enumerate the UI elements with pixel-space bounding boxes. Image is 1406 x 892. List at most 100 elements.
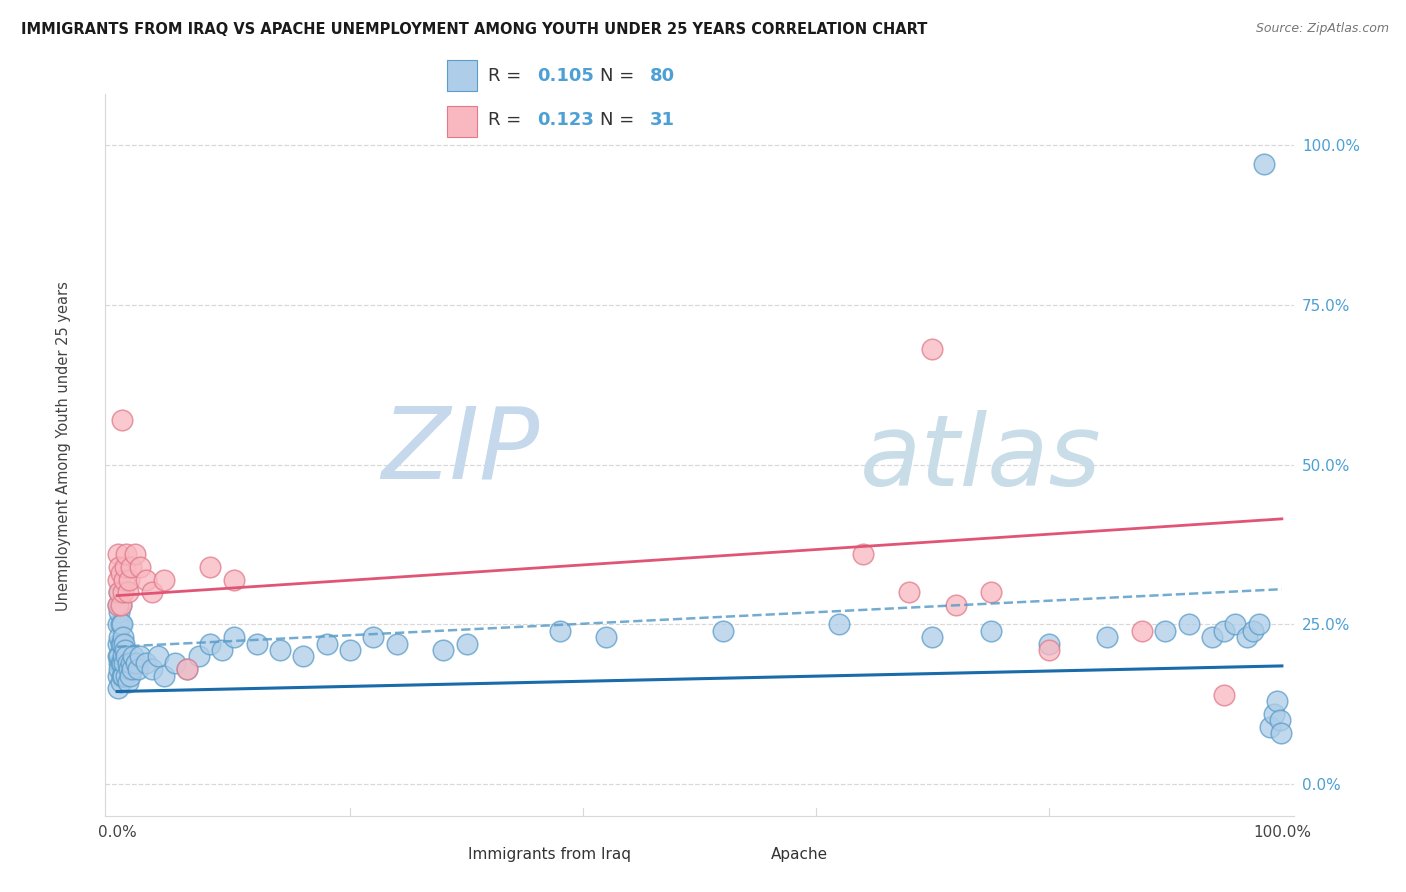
Point: [107, 649, 129, 664]
Point: [117, 656, 139, 670]
Point: [135, 573, 157, 587]
Point: [363, 630, 385, 644]
Point: [107, 598, 129, 612]
Point: [1177, 617, 1199, 632]
Point: [112, 573, 135, 587]
Point: [111, 649, 134, 664]
Text: IMMIGRANTS FROM IRAQ VS APACHE UNEMPLOYMENT AMONG YOUTH UNDER 25 YEARS CORRELATI: IMMIGRANTS FROM IRAQ VS APACHE UNEMPLOYM…: [21, 22, 928, 37]
Point: [1263, 706, 1285, 721]
Point: [176, 662, 198, 676]
Point: [114, 643, 136, 657]
Point: [595, 630, 617, 644]
Text: N =: N =: [600, 67, 640, 85]
Point: [112, 636, 135, 650]
Point: [1201, 630, 1223, 644]
Point: [107, 547, 129, 561]
Point: [385, 636, 408, 650]
Point: [110, 636, 132, 650]
Point: [1236, 630, 1258, 644]
Point: [187, 649, 209, 664]
Point: [115, 668, 138, 682]
Text: N =: N =: [600, 111, 640, 128]
Point: [108, 662, 131, 676]
Point: [1241, 624, 1264, 638]
Point: [1247, 617, 1270, 632]
Point: [921, 343, 943, 357]
Bar: [447, 106, 477, 137]
Point: [129, 559, 152, 574]
Point: [1095, 630, 1118, 644]
Point: [135, 656, 157, 670]
Point: [107, 617, 129, 632]
Point: [118, 662, 141, 676]
Point: [921, 630, 943, 644]
Point: [456, 636, 478, 650]
Point: [898, 585, 921, 599]
Point: [129, 649, 152, 664]
Point: [108, 630, 131, 644]
Point: [146, 649, 169, 664]
Point: [1038, 636, 1060, 650]
Point: [110, 566, 132, 581]
Point: [110, 598, 132, 612]
Point: [1212, 624, 1234, 638]
Point: [111, 668, 134, 682]
Point: [111, 636, 134, 650]
Point: [108, 605, 131, 619]
Point: [945, 598, 967, 612]
Point: [152, 668, 174, 682]
Point: [124, 547, 146, 561]
Point: [200, 636, 222, 650]
Text: ZIP: ZIP: [381, 403, 538, 500]
Point: [980, 585, 1002, 599]
Point: [165, 656, 187, 670]
Point: [1265, 694, 1288, 708]
Point: [1154, 624, 1177, 638]
Point: [269, 643, 291, 657]
Point: [118, 668, 141, 682]
Point: [108, 585, 131, 599]
Text: Unemployment Among Youth under 25 years: Unemployment Among Youth under 25 years: [56, 281, 70, 611]
Point: [107, 681, 129, 696]
Point: [127, 662, 149, 676]
Point: [110, 656, 132, 670]
Point: [980, 624, 1002, 638]
Point: [111, 630, 134, 644]
Text: Source: ZipAtlas.com: Source: ZipAtlas.com: [1256, 22, 1389, 36]
Point: [112, 656, 135, 670]
Point: [107, 573, 129, 587]
Point: [1253, 157, 1275, 171]
Point: [339, 643, 361, 657]
Text: 0.123: 0.123: [537, 111, 595, 128]
Point: [292, 649, 315, 664]
Text: R =: R =: [488, 111, 527, 128]
Point: [114, 559, 136, 574]
Point: [1130, 624, 1153, 638]
Point: [111, 585, 134, 599]
Point: [222, 630, 245, 644]
Point: [432, 643, 454, 657]
Point: [107, 598, 129, 612]
Point: [115, 547, 138, 561]
Point: [1270, 726, 1292, 740]
Point: [152, 573, 174, 587]
Point: [117, 674, 139, 689]
Point: [107, 636, 129, 650]
Point: [118, 573, 141, 587]
Point: [110, 617, 132, 632]
Point: [115, 649, 138, 664]
Point: [176, 662, 198, 676]
Text: 0.105: 0.105: [537, 67, 595, 85]
Point: [110, 598, 132, 612]
Point: [108, 559, 131, 574]
Point: [200, 559, 222, 574]
Point: [1268, 713, 1291, 727]
Text: 80: 80: [650, 67, 675, 85]
Point: [1258, 720, 1281, 734]
Point: [108, 649, 131, 664]
Point: [828, 617, 851, 632]
Point: [121, 662, 143, 676]
Point: [120, 559, 142, 574]
Point: [711, 624, 734, 638]
Point: [141, 662, 163, 676]
